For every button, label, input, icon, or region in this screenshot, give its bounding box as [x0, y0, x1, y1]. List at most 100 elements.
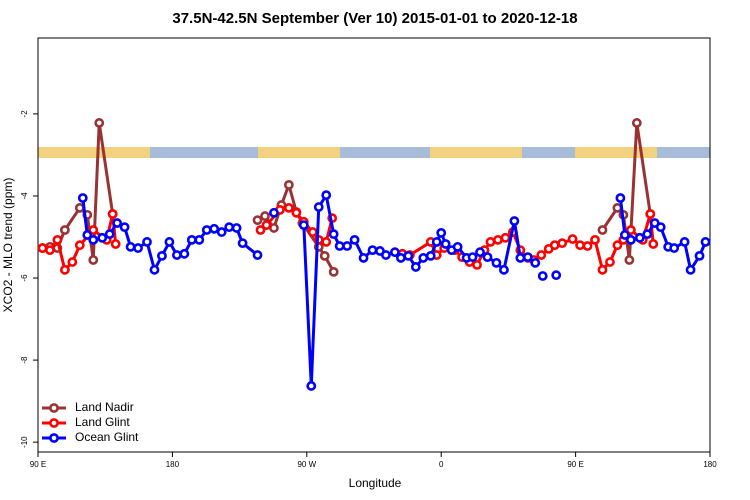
legend-label: Land Glint: [75, 415, 130, 429]
x-tick-label: 90 E: [30, 460, 46, 469]
point: [342, 241, 353, 251]
point: [216, 227, 227, 237]
point: [557, 238, 568, 249]
point: [685, 264, 696, 275]
y-tick-label: -4: [20, 192, 29, 200]
legend-marker: [49, 418, 59, 428]
point: [624, 255, 635, 265]
point: [88, 234, 99, 245]
x-tick-label: 90 E: [567, 460, 583, 469]
point: [403, 250, 414, 261]
point: [328, 229, 339, 240]
legend-marker: [49, 403, 59, 413]
point: [700, 237, 711, 247]
point: [515, 253, 526, 263]
point: [367, 245, 378, 256]
point: [252, 250, 263, 260]
point: [334, 241, 345, 251]
x-axis-label: Longitude: [349, 476, 402, 490]
point: [112, 218, 123, 228]
point: [605, 257, 615, 267]
point: [499, 264, 509, 275]
map-strip: [38, 147, 710, 158]
point: [291, 207, 302, 218]
point: [440, 239, 451, 249]
point: [537, 271, 548, 281]
point: [597, 264, 608, 275]
point: [634, 232, 645, 243]
point: [549, 240, 560, 251]
point: [88, 225, 99, 235]
point: [472, 259, 482, 270]
point: [482, 252, 493, 263]
point: [328, 266, 339, 277]
point: [645, 209, 656, 219]
point: [358, 253, 369, 263]
point: [59, 225, 70, 235]
point: [157, 250, 167, 261]
point: [431, 237, 442, 247]
point: [94, 118, 105, 128]
point: [582, 241, 593, 251]
point: [179, 248, 190, 259]
legend-marker: [49, 433, 59, 443]
point: [319, 250, 330, 261]
point: [125, 241, 136, 252]
point: [694, 250, 705, 261]
point: [269, 223, 279, 233]
point: [321, 237, 332, 247]
point: [110, 239, 121, 249]
point: [37, 243, 48, 253]
y-tick-label: -8: [20, 356, 29, 364]
series-line: [81, 191, 707, 387]
point: [119, 222, 130, 233]
point: [104, 229, 115, 240]
point: [475, 247, 485, 258]
point: [261, 220, 272, 231]
point: [509, 216, 520, 226]
point: [500, 232, 511, 243]
point: [107, 209, 118, 219]
point: [625, 225, 636, 235]
point: [612, 240, 623, 251]
point: [186, 234, 197, 245]
point: [597, 225, 608, 235]
point: [149, 264, 160, 275]
point: [390, 247, 400, 258]
point: [171, 250, 182, 260]
point: [237, 238, 248, 249]
point: [209, 223, 220, 234]
y-tick-label: -6: [20, 274, 29, 282]
point: [194, 234, 205, 245]
point: [269, 207, 279, 218]
point: [77, 193, 88, 203]
point: [493, 234, 503, 245]
x-tick-label: 90 W: [297, 460, 316, 469]
point: [307, 227, 318, 237]
point: [648, 239, 659, 249]
y-tick-label: -2: [20, 110, 29, 118]
point: [655, 222, 666, 233]
point: [485, 237, 496, 247]
point: [252, 215, 263, 226]
point: [231, 223, 242, 233]
point: [52, 234, 63, 245]
point: [669, 243, 680, 253]
point: [452, 241, 463, 252]
point: [590, 234, 600, 245]
point: [74, 240, 85, 251]
point: [224, 222, 235, 233]
plot-frame: [37, 37, 711, 453]
point: [59, 264, 70, 275]
x-tick-label: 180: [703, 460, 717, 469]
point: [467, 252, 478, 263]
point: [313, 202, 324, 212]
point: [631, 118, 642, 128]
point: [45, 245, 55, 256]
point: [619, 230, 630, 240]
chart-title: 37.5N-42.5N September (Ver 10) 2015-01-0…: [172, 10, 577, 27]
point: [530, 257, 541, 268]
legend-label: Ocean Glint: [75, 430, 139, 444]
point: [615, 193, 626, 203]
